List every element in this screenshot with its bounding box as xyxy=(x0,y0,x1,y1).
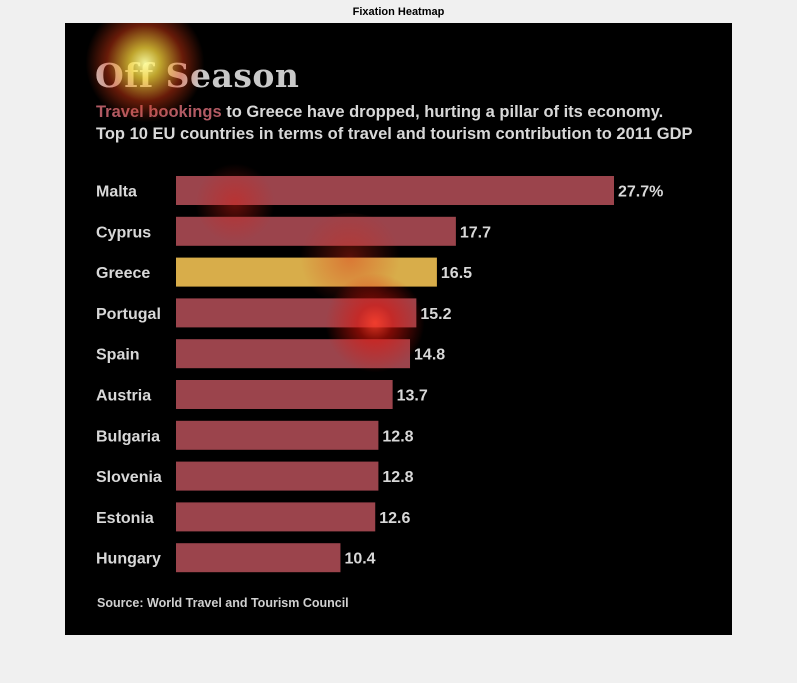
category-label: Slovenia xyxy=(96,469,162,486)
subtitle-line-2: Top 10 EU countries in terms of travel a… xyxy=(96,125,693,143)
subtitle-line-1-rest: to Greece have dropped, hurting a pillar… xyxy=(221,103,664,121)
value-label: 17.7 xyxy=(460,224,491,241)
bar-malta xyxy=(176,176,614,205)
bar-portugal xyxy=(176,298,417,328)
category-label: Malta xyxy=(96,184,137,201)
value-label: 14.8 xyxy=(414,347,445,364)
category-label: Spain xyxy=(96,347,140,364)
bar-hungary xyxy=(176,543,341,573)
bar-chart: Malta 27.7% Cyprus 17.7 Greece 16.5 Portugal 15… xyxy=(96,176,663,573)
bar-bulgaria xyxy=(176,420,379,450)
category-label: Greece xyxy=(96,265,150,282)
category-label: Cyprus xyxy=(96,224,151,241)
category-label: Portugal xyxy=(96,306,161,323)
value-label: 13.7 xyxy=(397,388,428,405)
value-label: 16.5 xyxy=(441,265,472,282)
bar-estonia xyxy=(176,502,376,532)
value-label: 12.8 xyxy=(382,428,413,445)
category-label: Austria xyxy=(96,388,151,405)
bar-greece xyxy=(176,257,437,287)
chart-source: Source: World Travel and Tourism Council xyxy=(97,596,349,610)
bar-cyprus xyxy=(176,216,456,246)
category-label: Bulgaria xyxy=(96,428,160,445)
category-label: Estonia xyxy=(96,510,154,527)
value-label: 27.7% xyxy=(618,184,663,201)
heatmap-image-panel: Off Season Travel bookings to Greece hav… xyxy=(65,23,732,635)
value-label: 15.2 xyxy=(420,306,451,323)
bar-spain xyxy=(176,339,411,369)
category-label: Hungary xyxy=(96,551,161,568)
bar-austria xyxy=(176,380,393,409)
value-label: 12.6 xyxy=(379,510,410,527)
bar-slovenia xyxy=(176,461,379,491)
value-label: 10.4 xyxy=(344,551,375,568)
value-label: 12.8 xyxy=(382,469,413,486)
figure-title: Fixation Heatmap xyxy=(352,6,445,18)
